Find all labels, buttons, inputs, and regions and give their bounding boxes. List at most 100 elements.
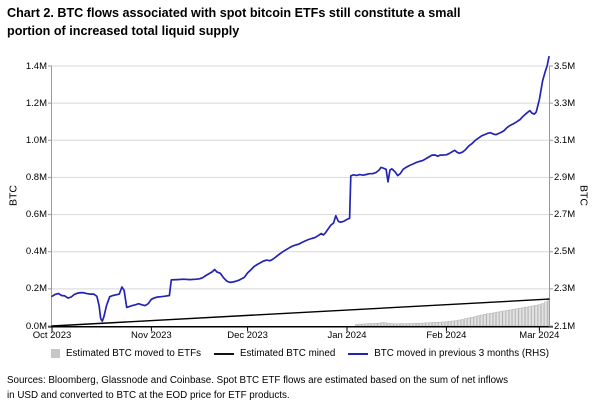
- etf-bar: [364, 323, 368, 327]
- right-tick-label: 2.1M: [554, 320, 576, 332]
- btc-mined-line: [51, 298, 550, 327]
- right-tick-label: 3.3M: [554, 97, 576, 109]
- etf-bar: [438, 321, 442, 327]
- etf-bar: [451, 320, 455, 327]
- etf-bar: [367, 323, 371, 327]
- etf-bar: [374, 323, 378, 327]
- etf-bar: [361, 323, 365, 327]
- left-tick-label: 0.4M: [25, 246, 47, 258]
- etf-bar: [521, 307, 525, 327]
- etf-bar: [425, 322, 429, 327]
- left-tick-label: 1.2M: [25, 97, 47, 109]
- etf-bar: [387, 323, 391, 327]
- x-tick-label: Jan 2024: [327, 330, 367, 341]
- x-tick-label: Feb 2024: [426, 330, 467, 341]
- title-line-2: portion of increased total liquid supply: [7, 23, 240, 38]
- y-axis-left-title: BTC: [7, 185, 20, 206]
- right-tick-label: 2.9M: [554, 171, 576, 183]
- etf-bar: [489, 312, 493, 327]
- etf-bar: [547, 297, 550, 327]
- etf-bar: [409, 323, 413, 327]
- etf-bar: [531, 305, 535, 327]
- etf-bar: [528, 306, 532, 327]
- x-tick-label: Mar 2024: [519, 330, 560, 341]
- etf-bar: [512, 309, 516, 327]
- etf-bar: [496, 311, 500, 327]
- etf-bar: [470, 317, 474, 327]
- etf-bar: [460, 319, 464, 327]
- etf-bar: [358, 323, 362, 327]
- sources-note: Sources: Bloomberg, Glassnode and Coinba…: [7, 374, 595, 403]
- right-tick-label: 3.1M: [554, 134, 576, 146]
- etf-bar: [419, 322, 423, 327]
- etf-bar: [441, 321, 445, 327]
- etf-bar: [412, 323, 416, 327]
- legend-label-moved-line: BTC moved in previous 3 months (RHS): [374, 348, 550, 359]
- etf-bar: [403, 323, 407, 327]
- x-tick-label: Nov 2023: [131, 330, 172, 341]
- etf-bar: [541, 303, 545, 327]
- etf-bar: [448, 321, 452, 327]
- etf-bar: [480, 314, 484, 327]
- etf-bar: [464, 318, 468, 327]
- title-line-1: Chart 2. BTC flows associated with spot …: [7, 6, 461, 20]
- etf-bar: [518, 307, 522, 327]
- right-tick-label: 2.3M: [554, 283, 576, 295]
- etf-bar: [383, 322, 388, 327]
- legend-label-mined-line: Estimated BTC mined: [239, 348, 336, 359]
- etf-bar: [371, 323, 375, 327]
- etf-bar: [390, 323, 394, 327]
- btc-moved-line: [51, 55, 550, 323]
- etf-bar: [467, 317, 471, 327]
- etf-bar: [399, 323, 404, 327]
- left-tick-label: 1.0M: [25, 134, 47, 146]
- etf-bar: [492, 312, 497, 327]
- etf-bar: [432, 322, 436, 327]
- etf-bar: [499, 311, 503, 327]
- etf-bar: [525, 306, 529, 327]
- etf-bar: [406, 323, 410, 327]
- blue-line-swatch-icon: [348, 352, 369, 355]
- right-tick-label: 2.7M: [554, 209, 576, 221]
- gray-square-swatch-icon: [50, 349, 60, 358]
- etf-bar: [444, 321, 448, 327]
- left-tick-label: 0.0M: [25, 320, 47, 332]
- etf-bar: [473, 316, 477, 327]
- etf-bar: [486, 313, 490, 327]
- x-tick-label: Oct 2023: [32, 330, 72, 341]
- etf-bar: [377, 322, 381, 327]
- etf-bar: [454, 320, 458, 327]
- x-tick-label: Dec 2023: [227, 330, 268, 341]
- etf-bar: [380, 322, 384, 327]
- sources-line-1: Sources: Bloomberg, Glassnode and Coinba…: [7, 375, 508, 386]
- etf-bar: [435, 322, 439, 327]
- right-tick-label: 2.5M: [554, 246, 576, 258]
- etf-bar: [508, 309, 513, 327]
- etf-bar: [476, 315, 481, 327]
- black-line-swatch-icon: [213, 352, 234, 355]
- etf-bar: [457, 319, 461, 327]
- etf-bar: [537, 304, 541, 327]
- etf-bar: [502, 310, 506, 327]
- legend-item-moved-line: BTC moved in previous 3 months (RHS): [348, 348, 549, 359]
- etf-bar: [515, 308, 519, 327]
- etf-bar: [396, 323, 400, 327]
- etf-bar: [544, 301, 548, 327]
- etf-bar: [422, 322, 426, 327]
- etf-bar: [534, 305, 538, 327]
- legend-item-etf-bars: Estimated BTC moved to ETFs: [50, 348, 201, 359]
- left-tick-label: 0.8M: [25, 171, 47, 183]
- left-tick-label: 0.6M: [25, 209, 47, 221]
- sources-line-2: in USD and converted to BTC at the EOD p…: [7, 389, 290, 401]
- legend-label-etf-bars: Estimated BTC moved to ETFs: [65, 348, 201, 359]
- etf-bar: [393, 323, 397, 327]
- left-tick-label: 1.4M: [25, 60, 47, 72]
- etf-bar: [415, 322, 420, 327]
- etf-bar: [428, 322, 432, 327]
- page-title: Chart 2. BTC flows associated with spot …: [7, 5, 597, 41]
- legend: Estimated BTC moved to ETFs Estimated BT…: [0, 348, 600, 359]
- right-tick-label: 3.5M: [554, 60, 576, 72]
- etf-bar: [355, 324, 359, 327]
